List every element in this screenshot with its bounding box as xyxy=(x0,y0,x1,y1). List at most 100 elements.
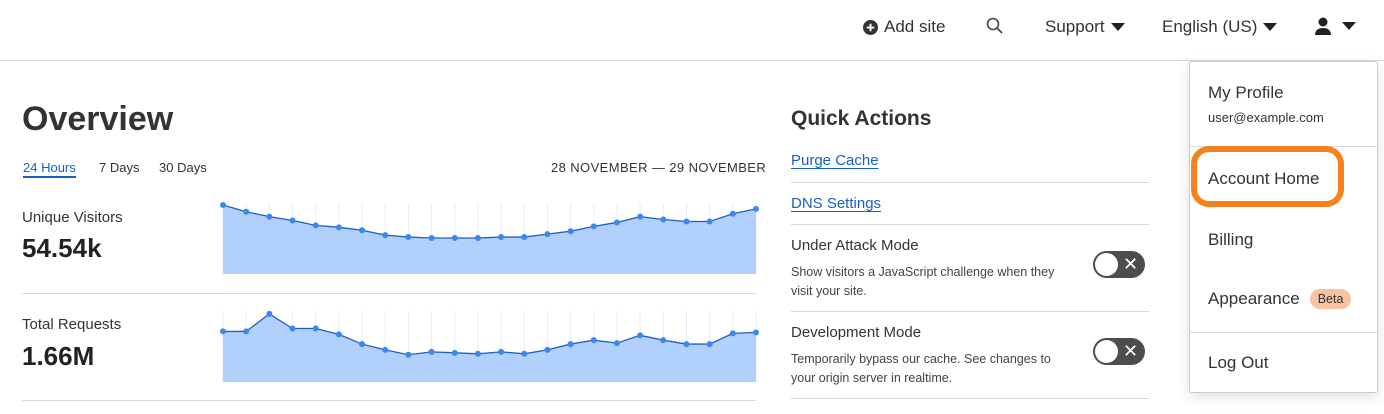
data-point xyxy=(474,350,481,357)
data-point xyxy=(567,341,574,348)
data-point xyxy=(613,219,620,226)
range-7-days[interactable]: 7 Days xyxy=(99,160,140,175)
data-point xyxy=(451,235,458,242)
data-point xyxy=(312,325,319,332)
data-point xyxy=(544,346,551,353)
divider xyxy=(791,311,1149,312)
data-point xyxy=(335,224,342,231)
data-point xyxy=(312,222,319,229)
data-point xyxy=(706,341,713,348)
data-point xyxy=(498,348,505,355)
data-point xyxy=(729,210,736,217)
data-point xyxy=(683,341,690,348)
series-line xyxy=(223,313,757,356)
beta-badge: Beta xyxy=(1309,289,1352,309)
metric-value: 54.54k xyxy=(22,233,102,263)
area-fill xyxy=(223,313,756,382)
language-dropdown[interactable]: English (US) xyxy=(1162,17,1278,37)
data-point xyxy=(521,234,528,241)
data-point xyxy=(451,349,458,356)
appearance-label: Appearance xyxy=(1208,289,1300,308)
data-point xyxy=(706,218,713,225)
data-point xyxy=(590,337,597,344)
data-point xyxy=(382,346,389,353)
user-email: user@example.com xyxy=(1208,110,1324,125)
data-point xyxy=(428,235,435,242)
toggle-title: Development Mode xyxy=(791,324,922,341)
data-point xyxy=(753,329,759,336)
toggle-knob xyxy=(1095,253,1118,276)
data-point xyxy=(428,348,435,355)
data-point xyxy=(220,201,226,208)
data-point xyxy=(382,232,389,239)
data-point xyxy=(243,208,250,215)
metric-value: 1.66M xyxy=(22,341,95,371)
highlight-annotation xyxy=(1191,146,1344,207)
user-icon xyxy=(1315,17,1331,35)
data-point xyxy=(660,216,667,223)
data-point xyxy=(637,332,644,339)
date-range: 28 NOVEMBER — 29 NOVEMBER xyxy=(551,160,767,175)
data-point xyxy=(266,213,273,220)
data-point xyxy=(359,341,366,348)
dns-settings-link[interactable]: DNS Settings xyxy=(791,195,882,212)
metric-label: Total Requests xyxy=(22,316,122,333)
divider xyxy=(1190,332,1377,333)
page-title: Overview xyxy=(22,100,174,138)
data-point xyxy=(613,340,620,347)
data-point xyxy=(474,235,481,242)
unique-visitors-chart xyxy=(220,201,759,274)
support-dropdown[interactable]: Support xyxy=(1045,17,1125,37)
data-point xyxy=(660,337,667,344)
menu-item-appearance[interactable]: Appearance Beta xyxy=(1208,289,1352,309)
data-point xyxy=(405,234,412,241)
range-30-days[interactable]: 30 Days xyxy=(159,160,207,175)
data-point xyxy=(521,350,528,357)
data-point xyxy=(266,310,273,317)
series-line xyxy=(222,204,757,239)
divider xyxy=(791,398,1149,399)
search-icon[interactable] xyxy=(986,17,1004,35)
top-bar: Add site Support English (US) xyxy=(0,0,1384,61)
data-point xyxy=(567,228,574,235)
chevron-down-icon xyxy=(1342,22,1356,30)
user-menu-button[interactable] xyxy=(1314,17,1356,35)
total-requests-chart xyxy=(220,310,759,382)
language-label: English (US) xyxy=(1162,17,1258,36)
user-dropdown-menu: My Profile user@example.com Account Home… xyxy=(1189,61,1378,393)
menu-item-billing[interactable]: Billing xyxy=(1208,230,1254,249)
add-site-button[interactable]: Add site xyxy=(863,17,945,37)
close-icon: ✕ xyxy=(1123,341,1139,361)
data-point xyxy=(289,217,296,224)
purge-cache-link[interactable]: Purge Cache xyxy=(791,152,879,169)
divider xyxy=(22,400,756,401)
data-point xyxy=(683,218,690,225)
support-label: Support xyxy=(1045,17,1105,36)
close-icon: ✕ xyxy=(1123,254,1139,274)
quick-actions-title: Quick Actions xyxy=(791,107,932,130)
data-point xyxy=(544,231,551,238)
toggle-description: Show visitors a JavaScript challenge whe… xyxy=(791,265,1055,298)
toggle-description: Temporarily bypass our cache. See change… xyxy=(791,352,1051,385)
menu-item-account-home[interactable]: Account Home xyxy=(1208,169,1320,188)
range-24-hours[interactable]: 24 Hours xyxy=(23,160,76,178)
under-attack-toggle[interactable]: ✕ xyxy=(1093,251,1145,278)
data-point xyxy=(729,330,736,337)
data-point xyxy=(243,328,250,335)
data-point xyxy=(335,331,342,338)
menu-item-my-profile[interactable]: My Profile xyxy=(1208,83,1284,102)
plus-circle-icon xyxy=(863,19,878,35)
data-point xyxy=(405,351,412,358)
data-point xyxy=(289,325,296,332)
data-point xyxy=(220,328,226,335)
metric-label: Unique Visitors xyxy=(22,209,123,226)
menu-item-log-out[interactable]: Log Out xyxy=(1208,353,1269,372)
divider xyxy=(791,224,1149,225)
divider xyxy=(22,293,756,294)
data-point xyxy=(498,234,505,241)
toggle-title: Under Attack Mode xyxy=(791,237,919,254)
chevron-down-icon xyxy=(1110,23,1125,31)
data-point xyxy=(590,223,597,230)
chevron-down-icon xyxy=(1263,23,1278,31)
development-mode-toggle[interactable]: ✕ xyxy=(1093,338,1145,365)
